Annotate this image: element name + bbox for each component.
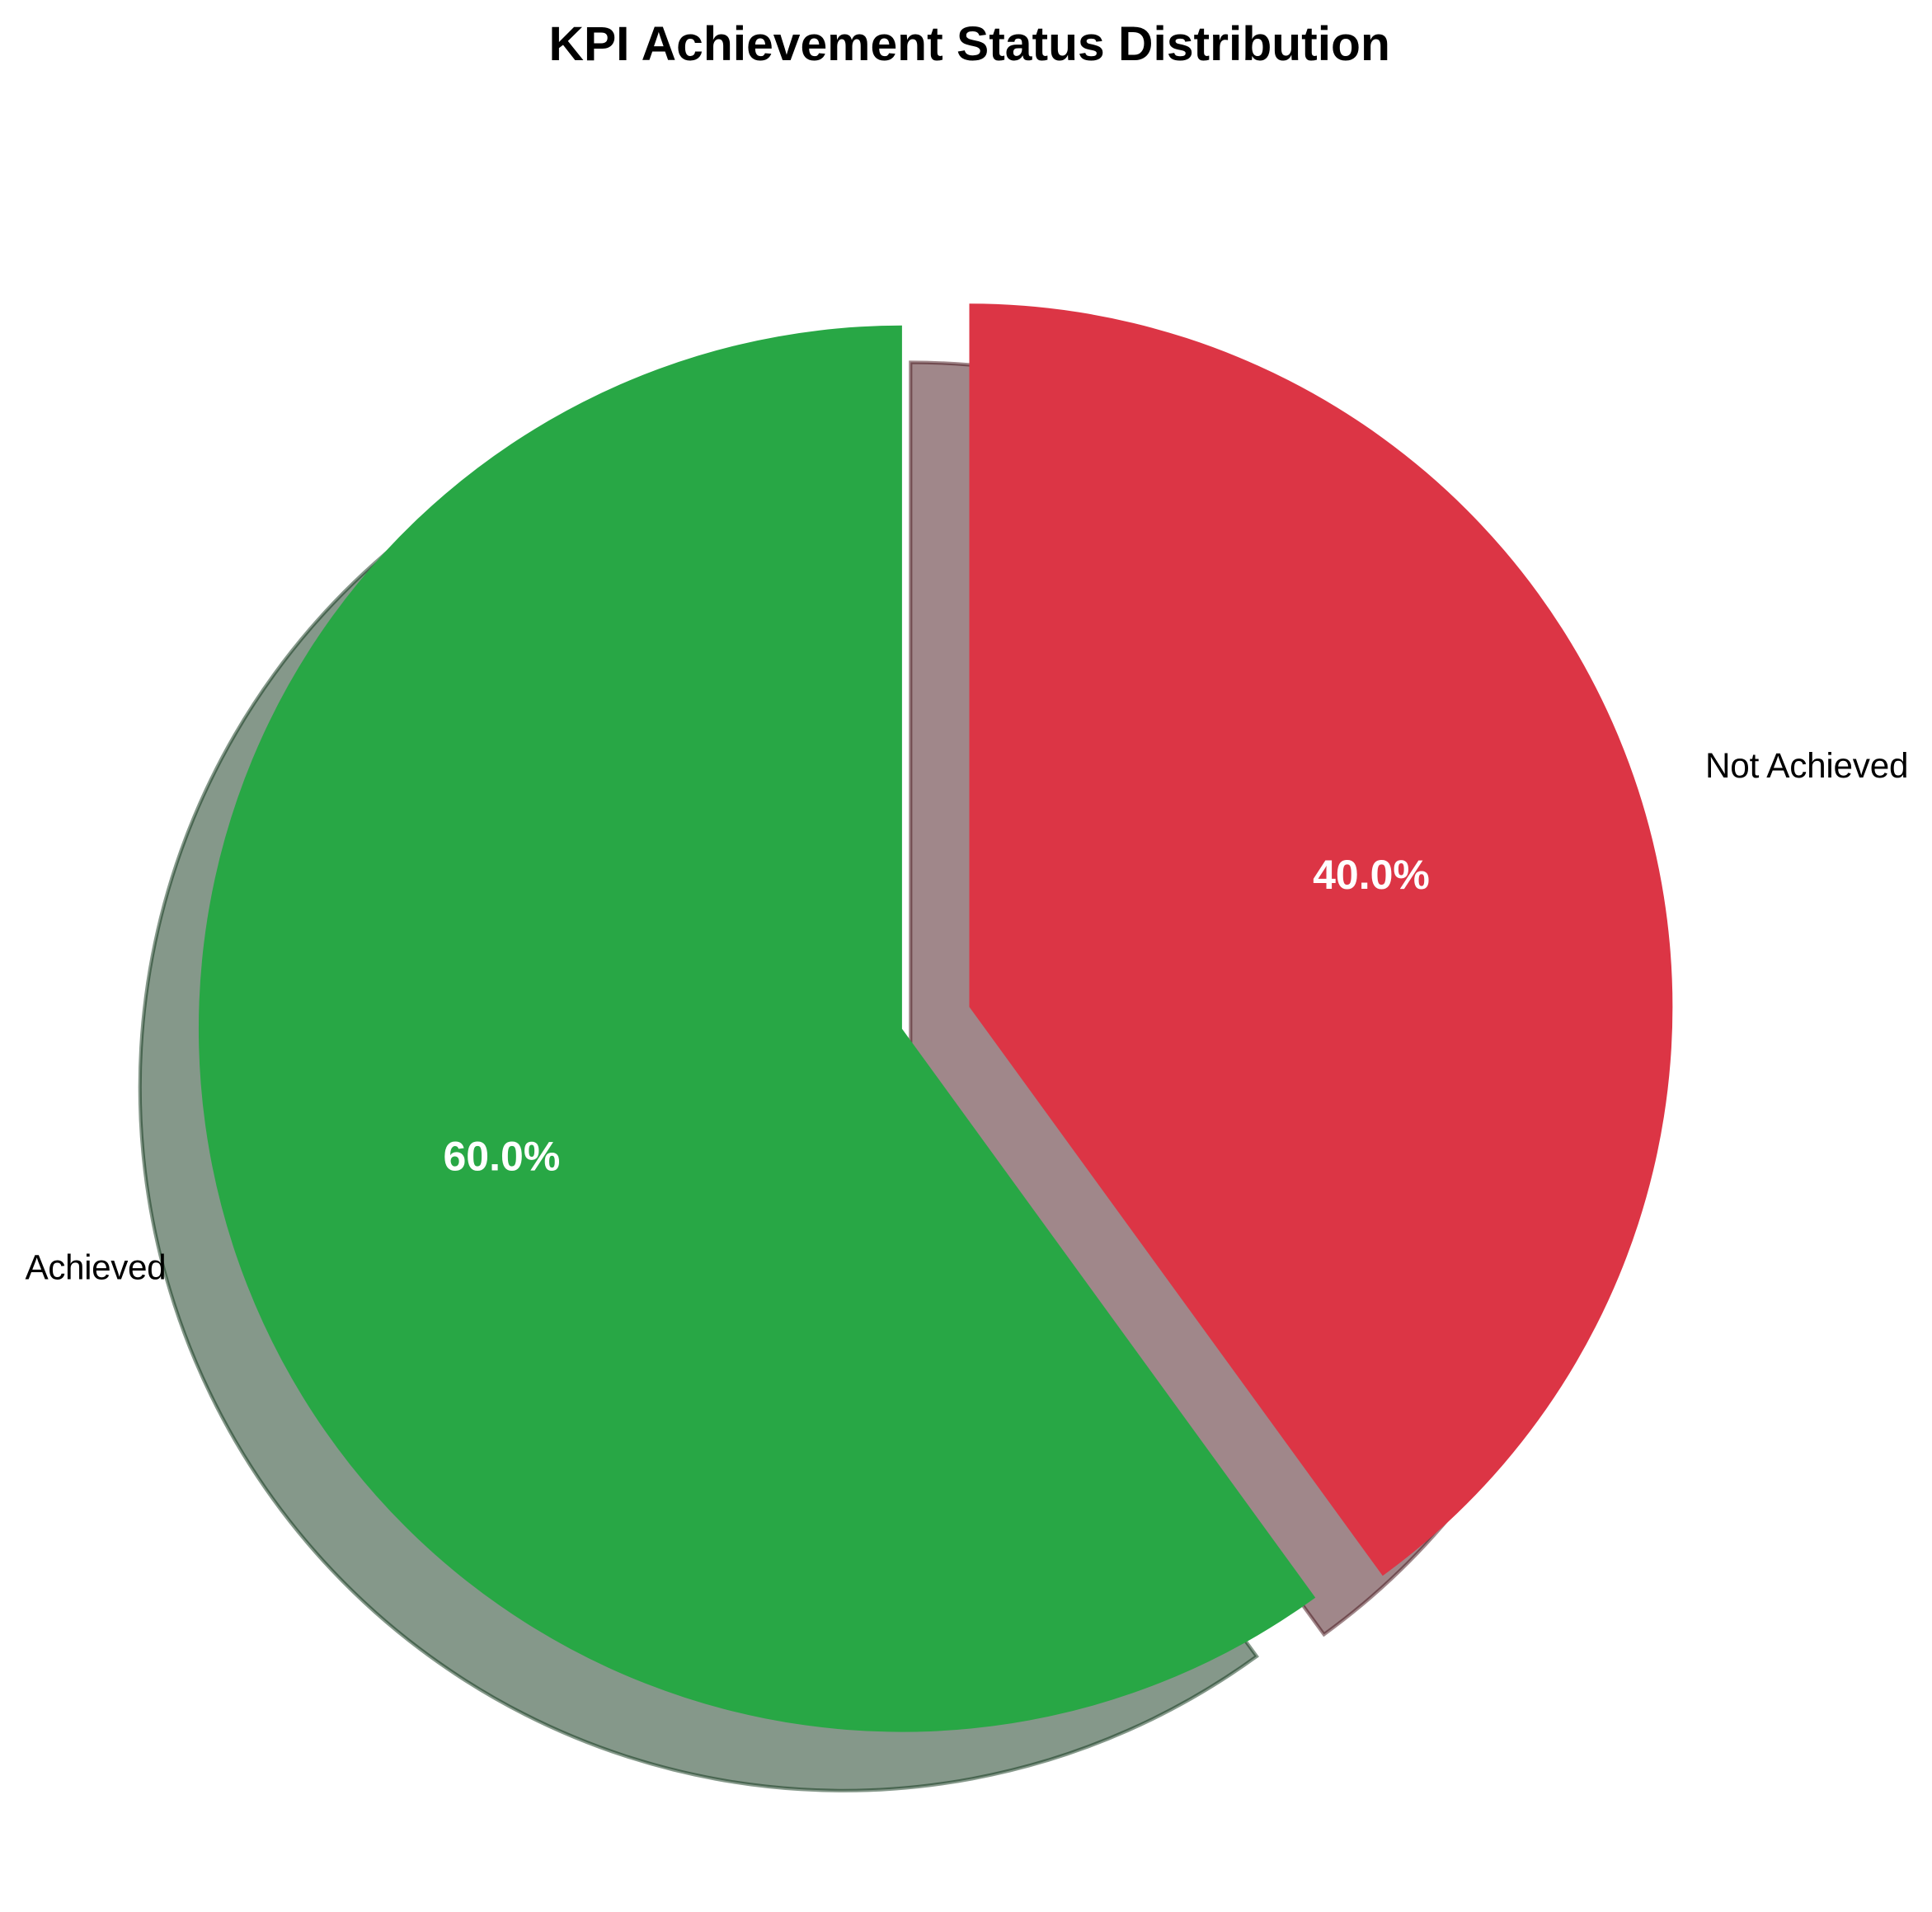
svg-text:Not Achieved: Not Achieved (1705, 746, 1908, 785)
svg-text:KPI Achievement Status Distrib: KPI Achievement Status Distribution (549, 17, 1390, 71)
svg-text:40.0%: 40.0% (1313, 852, 1430, 898)
svg-text:Achieved: Achieved (25, 1248, 166, 1287)
svg-text:60.0%: 60.0% (444, 1134, 561, 1180)
